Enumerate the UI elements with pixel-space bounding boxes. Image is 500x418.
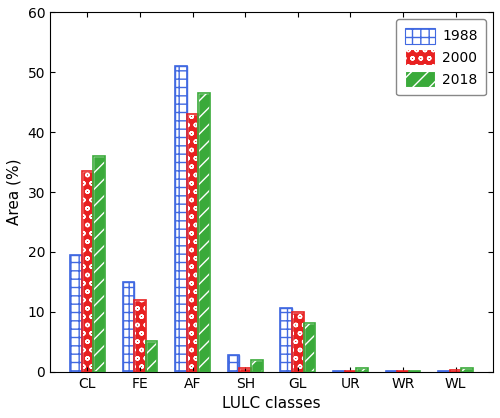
Bar [94, 156, 105, 372]
Bar [70, 255, 82, 372]
Bar [251, 359, 262, 372]
Bar [228, 355, 239, 372]
Bar [82, 171, 94, 372]
Y-axis label: Area (%): Area (%) [7, 159, 22, 225]
Bar [134, 300, 146, 372]
Bar [333, 371, 344, 372]
Bar [187, 114, 198, 372]
Bar [462, 368, 473, 372]
Bar [280, 308, 292, 372]
Bar [94, 156, 105, 372]
Bar [228, 355, 239, 372]
Bar [198, 93, 210, 372]
Bar [462, 368, 473, 372]
Bar [356, 368, 368, 372]
Bar [70, 255, 82, 372]
Bar [304, 323, 315, 372]
Bar [356, 368, 368, 372]
Bar [146, 341, 158, 372]
Bar [176, 66, 187, 372]
Bar [122, 282, 134, 372]
Bar [122, 282, 134, 372]
Bar [251, 359, 262, 372]
Bar [240, 368, 251, 372]
Bar [240, 368, 251, 372]
Bar [438, 371, 450, 372]
Bar [176, 66, 187, 372]
Bar [333, 371, 344, 372]
Bar [304, 323, 315, 372]
Bar [82, 171, 94, 372]
Legend: 1988, 2000, 2018: 1988, 2000, 2018 [396, 19, 486, 95]
Bar [280, 308, 292, 372]
Bar [438, 371, 450, 372]
Bar [134, 300, 146, 372]
Bar [344, 371, 356, 372]
Bar [146, 341, 158, 372]
Bar [198, 93, 210, 372]
X-axis label: LULC classes: LULC classes [222, 396, 321, 411]
Bar [292, 312, 304, 372]
Bar [450, 370, 462, 372]
Bar [344, 371, 356, 372]
Bar [292, 312, 304, 372]
Bar [187, 114, 198, 372]
Bar [450, 370, 462, 372]
